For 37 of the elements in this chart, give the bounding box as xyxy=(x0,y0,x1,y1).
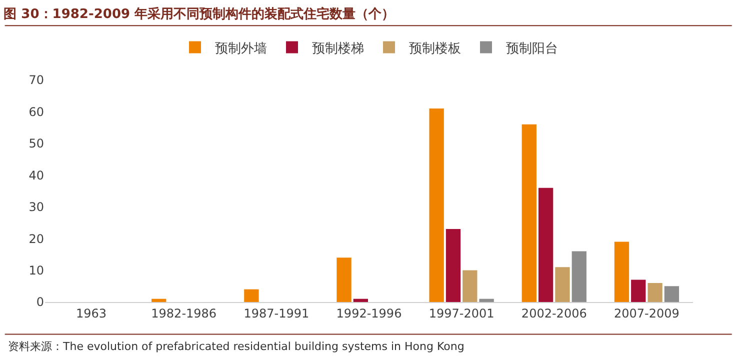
y-tick-label: 70 xyxy=(28,73,44,88)
legend-label: 预制外墙 xyxy=(215,41,267,56)
bar xyxy=(648,282,662,302)
y-tick-label: 50 xyxy=(28,136,44,151)
bar xyxy=(555,267,570,302)
x-tick-label: 1982-1986 xyxy=(151,306,217,320)
bar xyxy=(479,298,494,302)
x-tick-label: 1963 xyxy=(76,306,107,320)
x-tick-label: 1992-1996 xyxy=(336,306,402,320)
bar xyxy=(446,229,461,302)
bar xyxy=(462,270,478,302)
bar xyxy=(336,258,352,302)
y-tick-label: 0 xyxy=(36,295,44,310)
bar xyxy=(522,124,536,302)
x-tick-label: 2007-2009 xyxy=(614,306,680,320)
legend-label: 预制楼板 xyxy=(409,41,461,56)
y-tick-label: 20 xyxy=(28,232,44,246)
chart-title: 图 30：1982-2009 年采用不同预制构件的装配式住宅数量（个） xyxy=(4,6,395,22)
bar xyxy=(572,251,586,302)
x-tick-label: 1997-2001 xyxy=(428,306,494,320)
bar xyxy=(152,298,166,302)
y-tick-label: 30 xyxy=(28,200,44,214)
bar xyxy=(538,188,554,302)
y-tick-label: 10 xyxy=(28,263,44,278)
legend-label: 预制阳台 xyxy=(506,41,558,56)
bar xyxy=(429,108,444,302)
bar xyxy=(614,242,630,302)
x-tick-label: 2002-2006 xyxy=(521,306,587,320)
y-tick-label: 60 xyxy=(28,104,44,119)
y-tick-label: 40 xyxy=(28,168,44,182)
x-tick-label: 1987-1991 xyxy=(244,306,310,320)
bar xyxy=(664,286,680,302)
text: 资料来源：The evolution of prefabricated residential building systems in Hong Kong xyxy=(8,340,464,353)
bar xyxy=(631,280,646,302)
bar xyxy=(353,298,368,302)
legend-label: 预制楼梯 xyxy=(312,41,364,56)
bar xyxy=(244,289,259,302)
